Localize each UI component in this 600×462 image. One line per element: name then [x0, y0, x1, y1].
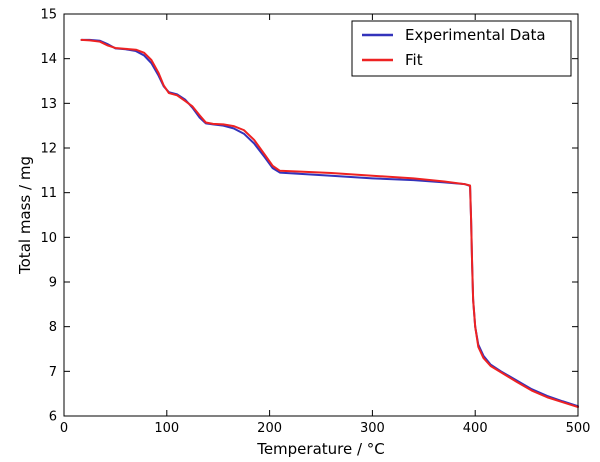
y-axis-ticks: 6 7 8 9 10 11 12 13 14 15 [40, 8, 578, 425]
y-tick-label: 14 [40, 52, 57, 67]
y-tick-label: 15 [40, 8, 57, 23]
x-tick-label: 500 [566, 421, 591, 436]
x-tick-label: 0 [60, 421, 68, 436]
y-tick-label: 13 [40, 97, 57, 112]
x-tick-label: 400 [463, 421, 488, 436]
y-tick-label: 6 [49, 410, 57, 425]
legend: Experimental Data Fit [351, 20, 572, 77]
y-tick-label: 10 [40, 231, 57, 246]
x-tick-label: 200 [257, 421, 282, 436]
legend-box [351, 20, 572, 77]
series-line-fit [80, 38, 579, 409]
legend-label-experimental: Experimental Data [405, 26, 546, 44]
x-tick-label: 100 [154, 421, 179, 436]
x-axis-label: Temperature / °C [256, 440, 385, 458]
x-axis-ticks: 0 100 200 300 400 500 [60, 14, 591, 436]
y-tick-label: 12 [40, 142, 57, 157]
series-layer [80, 38, 579, 409]
plot-frame [63, 13, 579, 417]
x-tick-label: 300 [360, 421, 385, 436]
legend-label-fit: Fit [405, 51, 423, 69]
y-tick-label: 9 [49, 276, 57, 291]
y-tick-label: 8 [49, 320, 57, 335]
y-axis-label: Total mass / mg [16, 156, 34, 275]
y-tick-label: 11 [40, 186, 57, 201]
plot-area [64, 14, 578, 416]
y-tick-label: 7 [49, 365, 57, 380]
